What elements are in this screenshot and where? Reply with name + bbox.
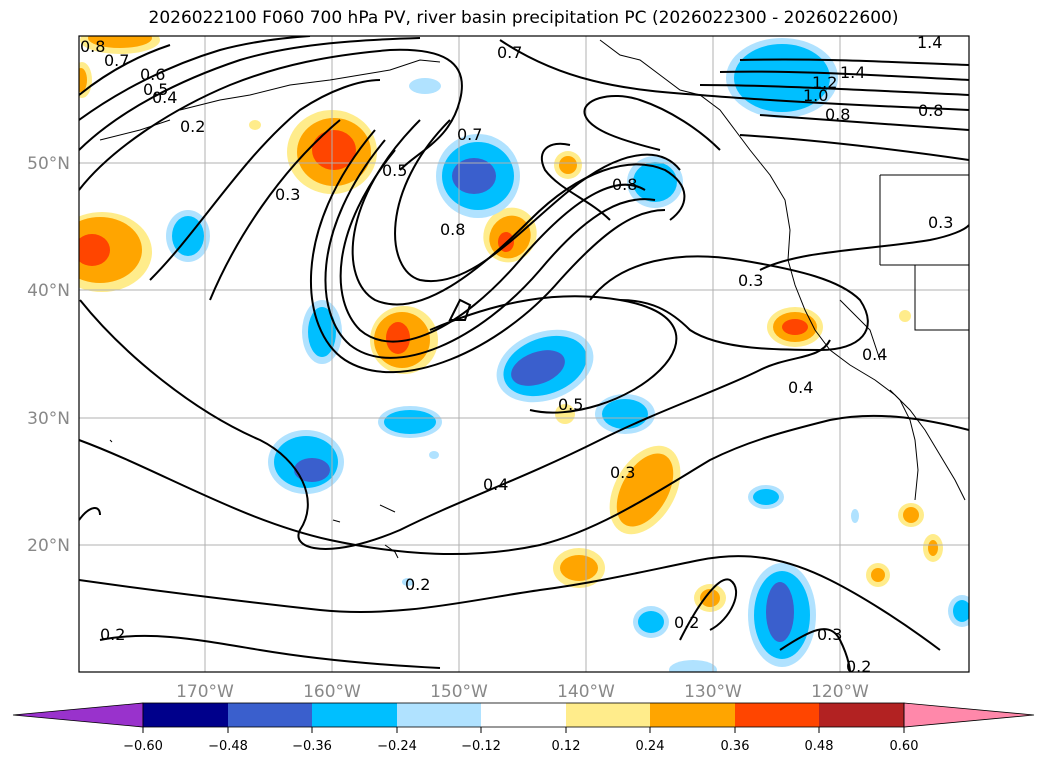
contour-label: 0.5 (558, 395, 583, 414)
colorbar-tick-label: 0.24 (636, 739, 665, 754)
contour-label-group: 0.8 0.7 0.6 0.5 0.4 0.2 0.3 0.7 0.5 0.7 … (80, 33, 953, 676)
colorbar-segment (735, 703, 819, 727)
contour-label: 0.3 (928, 213, 953, 232)
latitude-labels: 50°N 40°N 30°N 20°N (27, 154, 70, 556)
contour-label: 0.3 (817, 625, 842, 644)
contour-label: 0.4 (862, 345, 887, 364)
lon-label: 170°W (176, 682, 234, 702)
colorbar-extend-high (903, 702, 1035, 728)
positive-anomaly-regions (79, 36, 943, 612)
contour-label: 0.5 (382, 161, 407, 180)
colorbar-tick-label: 0.48 (805, 739, 834, 754)
colorbar-segment (228, 703, 312, 727)
coastlines (99, 39, 969, 559)
map-panel: 0.8 0.7 0.6 0.5 0.4 0.2 0.3 0.7 0.5 0.7 … (79, 33, 969, 676)
lon-label: 130°W (684, 682, 742, 702)
colorbar-extend-low (12, 702, 144, 728)
longitude-labels: 170°W 160°W 150°W 140°W 130°W 120°W (176, 682, 869, 702)
lon-label: 140°W (557, 682, 615, 702)
contour-label: 0.2 (405, 575, 430, 594)
colorbar: −0.60 −0.48 −0.36 −0.24 −0.12 0.12 0.24 … (12, 702, 1035, 754)
contour-label: 0.2 (846, 657, 871, 676)
contour-label: 0.4 (788, 378, 813, 397)
contour-label: 0.8 (918, 101, 943, 120)
contour-label: 0.7 (457, 125, 482, 144)
contour-label: 0.3 (610, 463, 635, 482)
contour-label: 0.3 (738, 271, 763, 290)
contour-label: 0.2 (180, 117, 205, 136)
colorbar-tick-label: 0.12 (552, 739, 581, 754)
contour-label: 0.8 (440, 220, 465, 239)
colorbar-segment (819, 703, 904, 727)
colorbar-tick-label: −0.24 (377, 739, 417, 754)
contour-label: 1.4 (917, 33, 942, 52)
contour-label: 0.7 (497, 43, 522, 62)
contour-label: 0.2 (674, 613, 699, 632)
colorbar-tick-label: 0.36 (721, 739, 750, 754)
lat-label: 20°N (27, 536, 70, 556)
figure-title: 2026022100 F060 700 hPa PV, river basin … (148, 8, 899, 28)
contour-label: 0.5 (143, 80, 168, 99)
colorbar-tick-label: 0.60 (890, 739, 919, 754)
colorbar-segment (650, 703, 735, 727)
colorbar-segment (566, 703, 650, 727)
contour-label: 0.7 (104, 51, 129, 70)
negative-anomaly-regions (166, 38, 969, 672)
colorbar-segment (397, 703, 481, 727)
lon-label: 160°W (303, 682, 361, 702)
pv-contours (79, 36, 969, 672)
contour-label: 1.0 (803, 86, 828, 105)
colorbar-segment (312, 703, 397, 727)
contour-label: 0.8 (612, 175, 637, 194)
lat-label: 50°N (27, 154, 70, 174)
precip-anomaly-fills (79, 36, 969, 672)
contour-label: 0.8 (825, 105, 850, 124)
contour-label: 0.8 (80, 37, 105, 56)
lon-label: 150°W (430, 682, 488, 702)
colorbar-tick-label: −0.36 (292, 739, 332, 754)
colorbar-segment (481, 703, 566, 727)
lon-label: 120°W (811, 682, 869, 702)
colorbar-tick-label: −0.60 (123, 739, 163, 754)
colorbar-tick-label: −0.48 (208, 739, 248, 754)
lat-label: 40°N (27, 281, 70, 301)
contour-label: 0.2 (100, 625, 125, 644)
contour-label: 1.4 (840, 63, 865, 82)
colorbar-segment (143, 703, 228, 727)
contour-label: 1.2 (812, 73, 837, 92)
contour-label: 0.4 (483, 475, 508, 494)
contour-label: 0.6 (140, 65, 165, 84)
colorbar-ticks (142, 727, 905, 733)
contour-label: 0.4 (152, 88, 177, 107)
map-frame (78, 35, 970, 673)
contour-label: 0.3 (275, 185, 300, 204)
lat-label: 30°N (27, 409, 70, 429)
colorbar-tick-label: −0.12 (461, 739, 501, 754)
graticule (79, 36, 969, 672)
